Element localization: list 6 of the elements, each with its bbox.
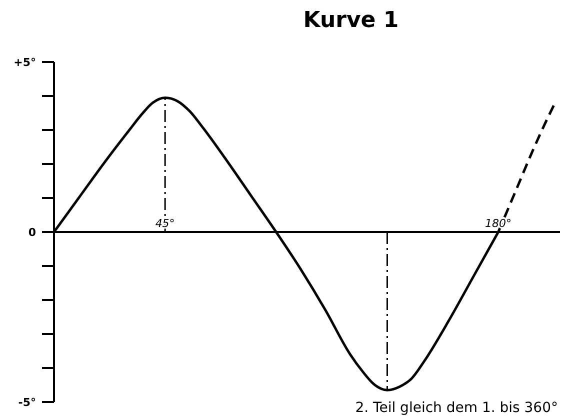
y-tick-label: 0 bbox=[28, 226, 36, 239]
annotation: 2. Teil gleich dem 1. bis 360° bbox=[355, 400, 558, 416]
y-tick-label: +5° bbox=[14, 56, 36, 69]
chart-title: Kurve 1 bbox=[302, 8, 400, 33]
y-tick-label: -5° bbox=[18, 396, 36, 409]
x-tick-label: 180° bbox=[485, 217, 512, 230]
